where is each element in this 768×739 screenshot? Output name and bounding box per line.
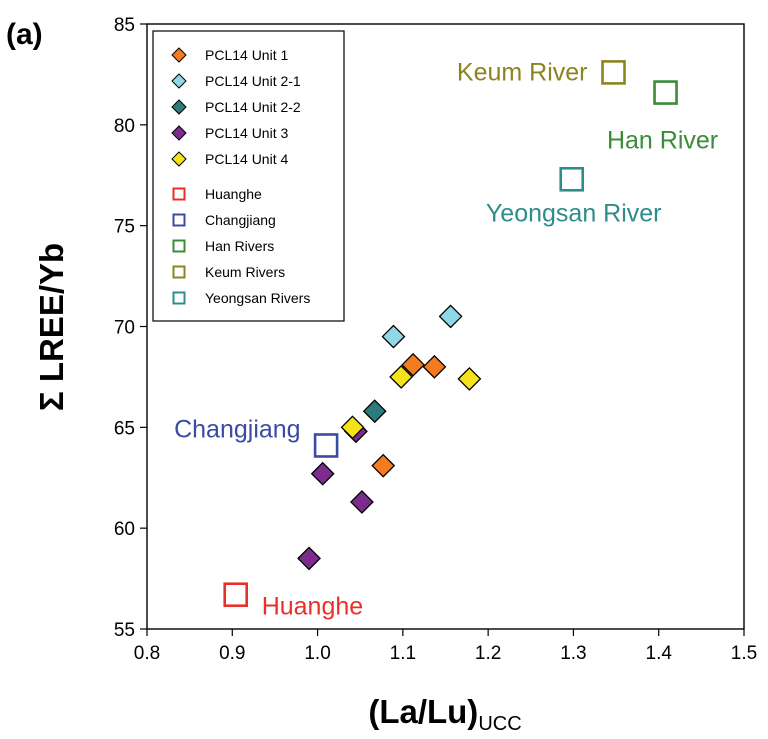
legend-entry-label: Yeongsan Rivers: [205, 290, 310, 306]
x-tick-label: 1.5: [731, 643, 757, 664]
river-annotation: Yeongsan River: [486, 199, 662, 227]
x-axis-label-subscript: UCC: [478, 713, 521, 735]
y-tick-label: 75: [114, 217, 135, 238]
data-point: [559, 166, 585, 192]
data-point: [313, 433, 339, 458]
data-point: [297, 546, 321, 571]
legend-marker: [172, 265, 186, 279]
x-axis-label-main: (La/Lu): [368, 693, 478, 730]
river-annotation: Changjiang: [174, 415, 301, 443]
y-tick-label: 80: [114, 116, 135, 137]
legend-marker: [172, 291, 186, 305]
data-point: [653, 80, 678, 105]
legend-entry-label: Keum Rivers: [205, 264, 285, 280]
y-tick-label: 70: [114, 318, 135, 339]
x-axis-label: (La/Lu)UCC: [368, 693, 521, 735]
y-tick-label: 85: [114, 15, 135, 36]
data-point: [389, 364, 414, 389]
y-tick-label: 60: [114, 519, 135, 540]
legend-entry-label: PCL14 Unit 1: [205, 47, 288, 63]
data-point: [350, 490, 374, 514]
x-tick-label: 1.4: [646, 643, 673, 664]
x-tick-label: 1.3: [560, 643, 586, 664]
legend-entry-label: PCL14 Unit 2-2: [205, 99, 301, 115]
legend-entry-label: PCL14 Unit 4: [205, 151, 288, 167]
data-point: [310, 461, 335, 486]
x-tick-label: 0.9: [219, 643, 245, 664]
river-annotation: Han River: [607, 127, 718, 155]
legend-entry-label: PCL14 Unit 3: [205, 125, 288, 141]
data-point: [457, 367, 482, 391]
legend-entry-label: Changjiang: [205, 212, 276, 228]
data-point: [438, 304, 463, 329]
legend-entry-label: PCL14 Unit 2-1: [205, 73, 301, 89]
legend-marker: [171, 125, 187, 141]
data-point: [422, 354, 447, 379]
x-tick-label: 0.8: [134, 643, 160, 664]
x-axis-ticks: 0.8 0.9 1.0 1.1 1.2 1.3 1.4 1.5: [134, 629, 757, 664]
legend-marker: [172, 239, 186, 253]
legend-marker: [172, 187, 186, 201]
river-annotation: Keum River: [457, 58, 588, 86]
panel-label: (a): [6, 18, 43, 51]
data-point: [340, 415, 365, 440]
data-point: [362, 399, 387, 424]
legend-marker: [171, 47, 187, 63]
river-labels: Huanghe Changjiang Han River Keum River Yeon…: [174, 58, 718, 620]
legend-entry-label: Han Rivers: [205, 238, 274, 254]
legend-entry-label: Huanghe: [205, 186, 262, 202]
data-point: [371, 453, 396, 478]
data-point: [381, 324, 406, 349]
y-tick-label: 55: [114, 620, 135, 641]
y-axis-ticks: 55 60 65 70 75 80 85: [114, 15, 147, 641]
legend-marker: [171, 151, 187, 167]
y-axis-label: Σ LREE/Yb: [33, 243, 70, 411]
legend-marker: [172, 213, 186, 227]
y-tick-label: 65: [114, 418, 135, 439]
x-tick-label: 1.1: [390, 643, 416, 664]
x-tick-label: 1.2: [475, 643, 501, 664]
x-tick-label: 1.0: [304, 643, 330, 664]
river-annotation: Huanghe: [262, 593, 363, 621]
legend: PCL14 Unit 1 PCL14 Unit 2-1 PCL14 Unit 2-2…: [152, 30, 345, 322]
data-point: [401, 352, 426, 377]
data-points: [223, 60, 678, 608]
data-point: [601, 60, 626, 85]
data-point: [223, 582, 248, 608]
legend-marker: [171, 99, 187, 115]
legend-marker: [171, 73, 187, 89]
